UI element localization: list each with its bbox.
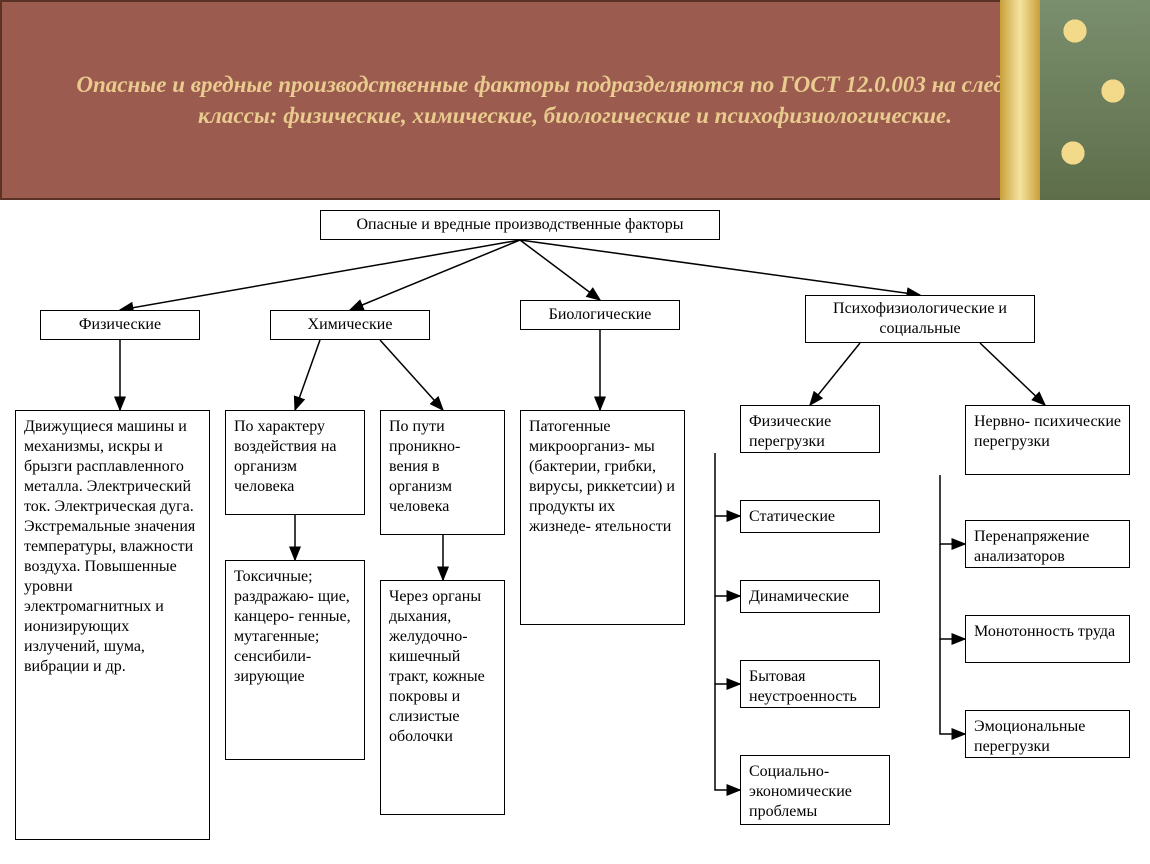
node-bio: Биологические xyxy=(520,300,680,330)
node-psyL5: Социально- экономические проблемы xyxy=(740,755,890,825)
node-chem2: По пути проникно- вения в организм челов… xyxy=(380,410,505,535)
node-bio1: Патогенные микроорганиз- мы (бактерии, г… xyxy=(520,410,685,625)
node-root: Опасные и вредные производственные факто… xyxy=(320,210,720,240)
edge-root-psy xyxy=(520,240,920,295)
edge-psyR1trunk-psyR3 xyxy=(940,544,965,639)
decor-flower-icon xyxy=(1090,68,1136,114)
edge-root-phys xyxy=(120,240,520,310)
node-psyR4: Эмоциональные перегрузки xyxy=(965,710,1130,758)
edge-psy-psyL1 xyxy=(810,343,860,405)
node-chem1: По характеру воздействия на организм чел… xyxy=(225,410,365,515)
decor-green-panel xyxy=(1040,0,1150,200)
node-phys1: Движущиеся машины и механизмы, искры и б… xyxy=(15,410,210,840)
edge-psy-psyR1 xyxy=(980,343,1045,405)
decor-gold-bar xyxy=(1000,0,1040,200)
edge-psyR1trunk-psyR4 xyxy=(940,639,965,734)
node-chem2b: Через органы дыхания, желудочно- кишечны… xyxy=(380,580,505,815)
edge-root-bio xyxy=(520,240,600,300)
edge-psyR1trunk-psyR2 xyxy=(940,475,965,544)
node-psyL4: Бытовая неустроенность xyxy=(740,660,880,708)
edge-psyL1trunk-psyL5 xyxy=(715,684,740,790)
edge-psyL1trunk-psyL4 xyxy=(715,596,740,684)
node-psyL3: Динамические xyxy=(740,580,880,613)
node-psyR1: Нервно- психические перегрузки xyxy=(965,405,1130,475)
node-chem: Химические xyxy=(270,310,430,340)
node-psyR3: Монотонность труда xyxy=(965,615,1130,663)
edge-psyL1trunk-psyL2 xyxy=(715,453,740,516)
node-psyR2: Перенапряжение анализаторов xyxy=(965,520,1130,568)
edge-psyL1trunk-psyL3 xyxy=(715,516,740,596)
node-psy: Психофизиологические и социальные xyxy=(805,295,1035,343)
node-psyL1: Физические перегрузки xyxy=(740,405,880,453)
header-text: Опасные и вредные производственные факто… xyxy=(52,69,1098,131)
decor-strip xyxy=(1000,0,1150,200)
edge-chem-chem2 xyxy=(380,340,443,410)
edge-chem-chem1 xyxy=(295,340,320,410)
slide-header: Опасные и вредные производственные факто… xyxy=(0,0,1150,200)
node-phys: Физические xyxy=(40,310,200,340)
decor-flower-icon xyxy=(1052,8,1098,54)
edge-root-chem xyxy=(350,240,520,310)
node-chem1b: Токсичные; раздражаю- щие, канцеро- генн… xyxy=(225,560,365,760)
node-psyL2: Статические xyxy=(740,500,880,533)
factors-tree-diagram: Опасные и вредные производственные факто… xyxy=(0,200,1150,864)
decor-flower-icon xyxy=(1050,130,1096,176)
